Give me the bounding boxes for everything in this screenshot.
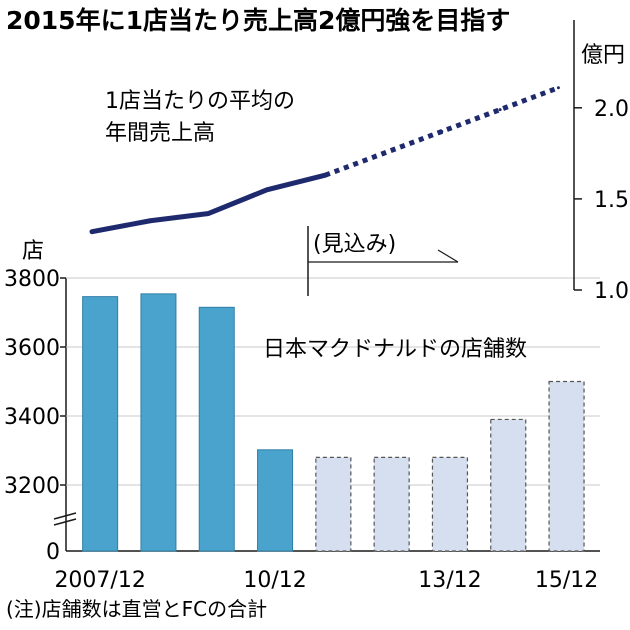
projection-label: (見込み) [313, 232, 396, 257]
bars [82, 293, 585, 552]
line-y-unit: 億円 [581, 43, 625, 68]
bar-projected [431, 456, 469, 552]
line-point [440, 129, 444, 133]
line-series-label-line1: 1店当たりの平均の [105, 89, 295, 114]
line-series [89, 85, 560, 235]
bar [82, 296, 119, 552]
line-actual [89, 172, 328, 235]
bar-projected [373, 456, 410, 552]
bar [140, 293, 177, 552]
line-point [90, 230, 94, 234]
line-y-tick-label: 1.0 [594, 279, 629, 304]
bar-projected [315, 456, 352, 552]
bar-x-tick-label: 10/12 [243, 568, 306, 593]
line-y-ticks: 1.0 1.5 2.0 [574, 97, 629, 304]
bar [257, 449, 294, 552]
axis-break-marker [53, 512, 77, 526]
bar-y-tick-label: 3800 [4, 267, 60, 292]
line-point [498, 108, 502, 112]
bar [198, 306, 235, 552]
bar-x-tick-label: 15/12 [535, 568, 598, 593]
line-point [556, 86, 560, 90]
line-y-tick-label: 1.5 [594, 188, 629, 213]
line-point [323, 173, 327, 177]
projection-bracket [307, 226, 459, 296]
bar-x-tick-label: 2007/12 [54, 568, 145, 593]
bar-x-tick-label: 13/12 [418, 568, 481, 593]
bar-x-labels: 2007/12 10/12 13/12 15/12 [54, 568, 598, 593]
bar-y-tick-label: 3400 [4, 405, 60, 430]
bar-y-tick-label: 0 [46, 540, 60, 565]
chart-headline: 2015年に1店当たり売上高2億円強を目指す [6, 6, 510, 35]
footnote: (注)店舗数は直営とFCの合計 [6, 597, 267, 621]
bar-projected [490, 418, 527, 552]
bar-y-tick-label: 3600 [4, 336, 60, 361]
bar-y-tick-label: 3200 [4, 474, 60, 499]
bar-series-label: 日本マクドナルドの店舗数 [263, 337, 527, 362]
bar-y-ticks: 0 3200 3400 3600 3800 [4, 267, 66, 565]
line-series-label-line2: 年間売上高 [105, 121, 215, 146]
line-y-tick-label: 2.0 [594, 97, 629, 122]
bar-y-unit: 店 [22, 239, 44, 264]
line-point [382, 151, 385, 155]
line-point [265, 188, 269, 192]
line-point [148, 219, 152, 223]
line-point [207, 211, 211, 215]
bar-projected [548, 380, 585, 552]
